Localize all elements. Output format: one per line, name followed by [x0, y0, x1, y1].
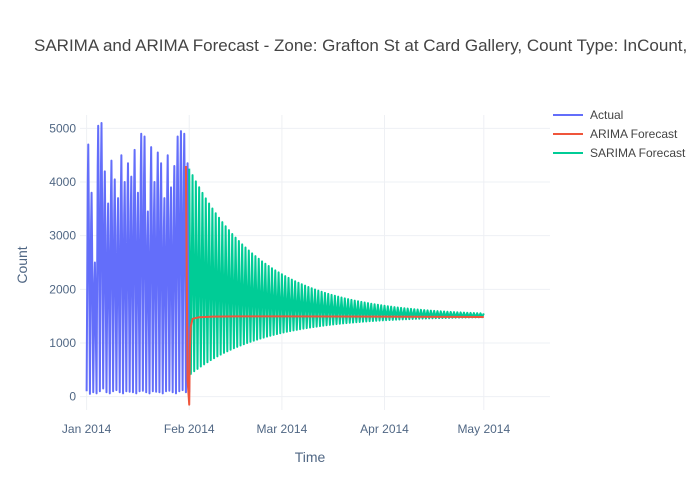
y-axis-title: Count: [14, 246, 30, 283]
legend-item-actual[interactable]: Actual: [553, 108, 623, 122]
series-arima-forecast-line: [184, 165, 484, 406]
x-tick-label: May 2014: [457, 422, 510, 436]
axis-ticks: 0 1000 2000 3000 4000 5000 Jan 2014 Feb 2014 Mar…: [49, 121, 510, 436]
legend-item-sarima-forecast[interactable]: SARIMA Forecast: [553, 146, 686, 160]
series-sarima-forecast-line: [188, 168, 485, 375]
x-tick-label: Feb 2014: [164, 422, 215, 436]
y-tick-label: 4000: [49, 175, 76, 189]
y-tick-label: 2000: [49, 282, 76, 296]
x-tick-label: Mar 2014: [257, 422, 308, 436]
y-tick-label: 3000: [49, 229, 76, 243]
x-tick-label: Apr 2014: [360, 422, 409, 436]
series-actual-line: [85, 122, 191, 395]
y-tick-label: 0: [69, 390, 76, 404]
legend-label-sarima-forecast: SARIMA Forecast: [590, 146, 686, 160]
chart-title: SARIMA and ARIMA Forecast - Zone: Grafto…: [34, 36, 687, 55]
x-axis-title: Time: [295, 449, 326, 465]
legend-item-arima-forecast[interactable]: ARIMA Forecast: [553, 127, 678, 141]
x-tick-label: Jan 2014: [62, 422, 112, 436]
y-tick-label: 1000: [49, 336, 76, 350]
legend[interactable]: Actual ARIMA Forecast SARIMA Forecast: [553, 108, 686, 160]
y-tick-label: 5000: [49, 121, 76, 135]
series-layer: [85, 122, 485, 406]
legend-label-actual: Actual: [590, 108, 623, 122]
legend-label-arima-forecast: ARIMA Forecast: [590, 127, 678, 141]
